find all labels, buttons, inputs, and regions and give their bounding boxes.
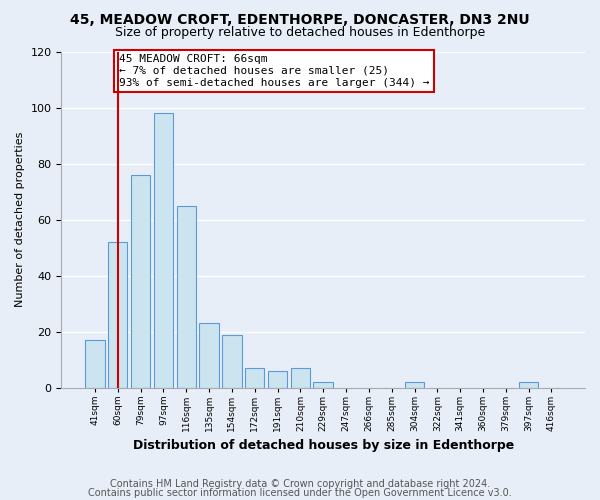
Bar (313, 382, 333, 388)
Bar (222, 334, 242, 388)
Text: Contains public sector information licensed under the Open Government Licence v3: Contains public sector information licen… (88, 488, 512, 498)
Bar (519, 382, 538, 388)
Text: Size of property relative to detached houses in Edenthorpe: Size of property relative to detached ho… (115, 26, 485, 39)
Y-axis label: Number of detached properties: Number of detached properties (15, 132, 25, 308)
Bar (85, 340, 104, 388)
Bar (268, 371, 287, 388)
Text: Contains HM Land Registry data © Crown copyright and database right 2024.: Contains HM Land Registry data © Crown c… (110, 479, 490, 489)
Bar (176, 206, 196, 388)
Bar (108, 242, 127, 388)
Bar (405, 382, 424, 388)
Bar (245, 368, 265, 388)
Bar (199, 324, 219, 388)
Bar (154, 113, 173, 388)
Bar (131, 175, 150, 388)
Text: 45 MEADOW CROFT: 66sqm
← 7% of detached houses are smaller (25)
93% of semi-deta: 45 MEADOW CROFT: 66sqm ← 7% of detached … (119, 54, 430, 88)
Bar (290, 368, 310, 388)
X-axis label: Distribution of detached houses by size in Edenthorpe: Distribution of detached houses by size … (133, 440, 514, 452)
Text: 45, MEADOW CROFT, EDENTHORPE, DONCASTER, DN3 2NU: 45, MEADOW CROFT, EDENTHORPE, DONCASTER,… (70, 12, 530, 26)
